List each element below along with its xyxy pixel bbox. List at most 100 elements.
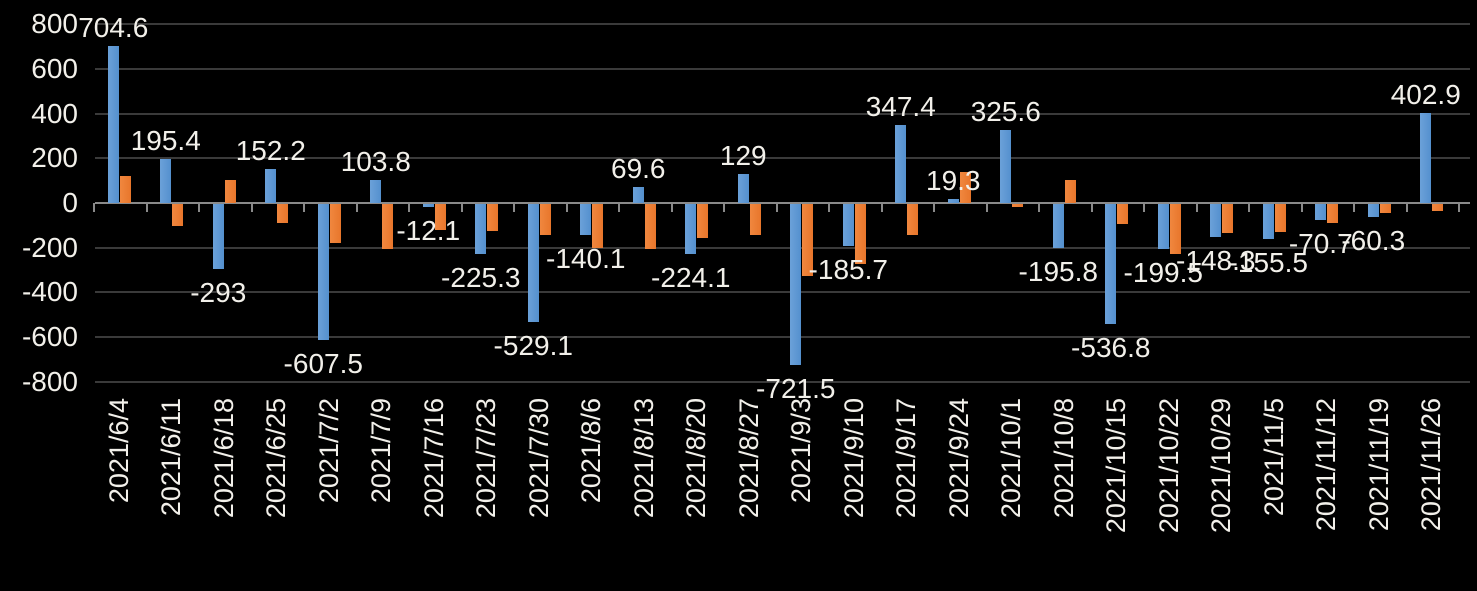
data-label: -529.1: [493, 330, 573, 362]
bar-series-orange: [592, 204, 604, 248]
bar-series-blue: [1157, 204, 1169, 249]
bar-series-blue: [317, 204, 329, 340]
bar-series-orange: [644, 204, 656, 249]
bar-series-blue: [1420, 112, 1432, 203]
data-label: -140.1: [546, 243, 626, 275]
bar-series-orange: [1222, 204, 1234, 234]
axis-tick-mark: [670, 203, 673, 212]
bar-series-orange: [119, 176, 131, 203]
bar-series-orange: [1117, 204, 1129, 225]
bar-series-orange: [1327, 204, 1339, 223]
x-axis-category-label: 2021/11/19: [1363, 398, 1394, 532]
data-label: 347.4: [865, 91, 936, 123]
axis-tick-mark: [1248, 203, 1250, 212]
x-axis-line: [95, 202, 1470, 204]
bar-series-orange: [802, 204, 814, 276]
bar-series-orange: [539, 204, 551, 236]
y-axis-tick-label: -600: [21, 321, 78, 353]
bar-series-orange: [1169, 204, 1181, 255]
bar-series-orange: [434, 204, 446, 230]
x-axis-category-label: 2021/10/29: [1206, 398, 1237, 534]
y-axis-tick-label: 400: [31, 97, 78, 129]
x-axis-category-label: 2021/10/15: [1101, 398, 1132, 534]
x-axis-category-label: 2021/7/9: [366, 398, 397, 504]
data-label: -60.3: [1341, 225, 1406, 257]
x-axis-category-label: 2021/10/1: [996, 398, 1027, 519]
bar-series-orange: [697, 204, 709, 238]
bar-series-blue: [580, 204, 592, 236]
bar-series-orange: [1432, 204, 1444, 211]
axis-tick-mark: [1300, 203, 1303, 212]
bar-series-blue: [160, 159, 172, 203]
data-label: 195.4: [130, 125, 201, 157]
axis-tick-mark: [198, 203, 200, 212]
data-label: -293: [190, 277, 247, 309]
axis-tick-mark: [933, 203, 935, 212]
axis-tick-mark: [880, 203, 883, 212]
data-label: -199.5: [1123, 256, 1203, 288]
bar-series-blue: [790, 204, 802, 366]
axis-tick-mark: [1143, 203, 1145, 212]
axis-tick-mark: [408, 203, 410, 212]
data-label: -607.5: [283, 347, 363, 379]
x-axis-category-label: 2021/8/6: [576, 398, 607, 504]
y-axis-tick-label: 0: [62, 187, 78, 218]
bar-series-blue: [370, 179, 382, 203]
data-label: -536.8: [1071, 331, 1151, 363]
axis-tick-mark: [775, 203, 778, 212]
bar-series-orange: [907, 204, 919, 236]
x-axis-category-label: 2021/9/24: [943, 398, 974, 519]
data-label: 103.8: [340, 145, 411, 177]
y-axis-tick-label: 200: [31, 142, 78, 174]
x-axis-category-label: 2021/10/8: [1048, 398, 1079, 519]
bar-series-blue: [632, 187, 644, 203]
bar-series-blue: [842, 204, 854, 246]
axis-tick-mark: [145, 203, 148, 212]
x-axis-category-label: 2021/7/23: [471, 398, 502, 519]
bar-series-blue: [107, 45, 119, 203]
bar-series-blue: [1105, 204, 1117, 324]
x-axis-category-label: 2021/8/27: [733, 398, 764, 519]
axis-tick-mark: [985, 203, 988, 212]
bar-series-blue: [737, 174, 749, 203]
data-label: -148.3: [1176, 245, 1256, 277]
axis-tick-mark: [1405, 203, 1408, 212]
gridline: [95, 380, 1470, 383]
axis-tick-mark: [1090, 203, 1093, 212]
gridline: [95, 112, 1470, 115]
bar-series-orange: [382, 204, 394, 249]
bar-series-orange: [172, 204, 184, 227]
x-axis-category-label: 2021/6/11: [156, 398, 187, 517]
x-axis-category-label: 2021/9/3: [786, 398, 817, 504]
x-axis-category-label: 2021/8/20: [681, 398, 712, 519]
bar-series-orange: [1064, 179, 1076, 203]
axis-tick-mark: [250, 203, 253, 212]
gridline: [95, 67, 1470, 70]
axis-tick-mark: [460, 203, 463, 212]
data-label: 325.6: [970, 96, 1041, 128]
bar-series-blue: [1210, 204, 1222, 238]
axis-tick-mark: [513, 203, 515, 212]
x-axis-category-label: 2021/11/26: [1416, 398, 1447, 532]
bar-series-blue: [685, 204, 697, 255]
axis-tick-mark: [93, 203, 95, 212]
bar-series-orange: [329, 204, 341, 244]
bar-series-blue: [527, 204, 539, 323]
x-axis-category-label: 2021/7/16: [418, 398, 449, 519]
data-label: -721.5: [756, 373, 836, 405]
data-label: 69.6: [611, 153, 666, 185]
bar-series-orange: [1274, 204, 1286, 232]
data-label: -185.7: [808, 253, 888, 285]
x-axis-category-label: 2021/8/13: [628, 398, 659, 519]
gridline: [95, 23, 1470, 26]
x-axis-category-label: 2021/10/22: [1153, 398, 1184, 534]
data-label: -12.1: [396, 214, 461, 246]
axis-tick-mark: [618, 203, 620, 212]
bar-series-blue: [1315, 204, 1327, 220]
axis-tick-mark: [1353, 203, 1355, 212]
y-axis-tick-label: 800: [31, 8, 78, 40]
data-label: 152.2: [235, 134, 306, 166]
axis-tick-mark: [1458, 203, 1460, 212]
bar-series-orange: [224, 179, 236, 203]
